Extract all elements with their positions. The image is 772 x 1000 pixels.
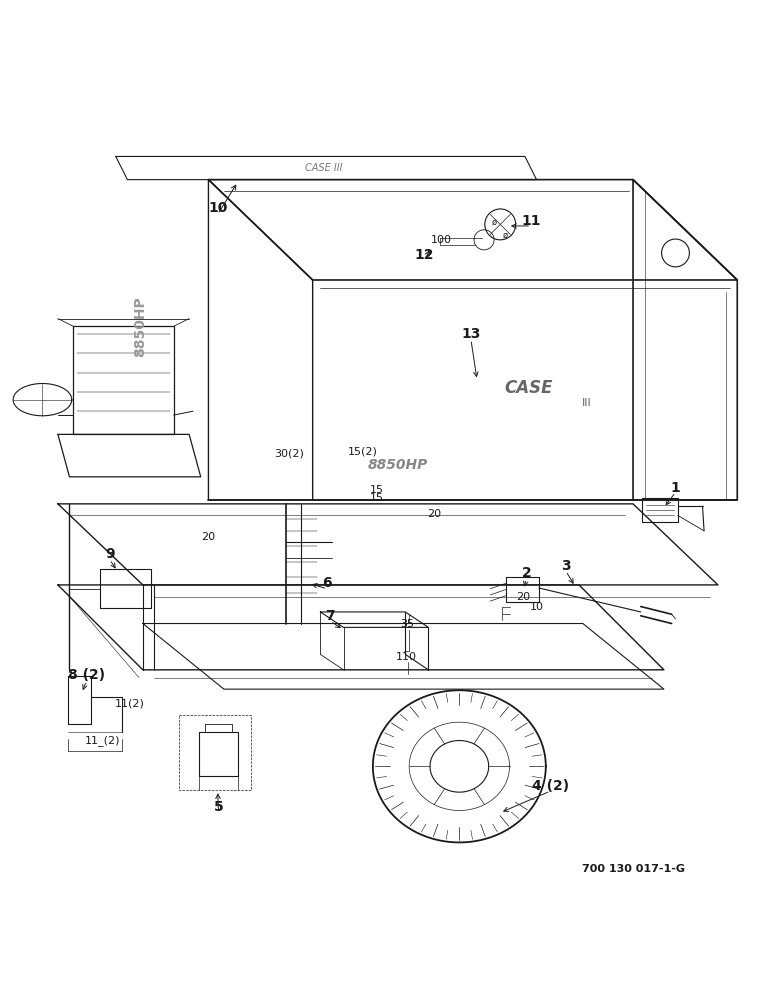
Text: 11(2): 11(2)	[115, 699, 144, 709]
Text: III: III	[582, 398, 591, 408]
Text: 2: 2	[522, 566, 531, 580]
Text: 20: 20	[516, 592, 530, 602]
Text: 1: 1	[671, 481, 680, 495]
Text: 11_(2): 11_(2)	[85, 735, 120, 746]
Text: 4 (2): 4 (2)	[532, 779, 569, 793]
Text: 700 130 017-1-G: 700 130 017-1-G	[581, 864, 685, 874]
Text: 8850HP: 8850HP	[134, 296, 147, 357]
Text: 10: 10	[530, 602, 544, 612]
Text: 35: 35	[401, 619, 415, 629]
Text: 15: 15	[370, 493, 384, 503]
Text: ø: ø	[492, 218, 496, 227]
Text: 110: 110	[395, 652, 417, 662]
Text: 8 (2): 8 (2)	[68, 668, 105, 682]
Text: 3: 3	[561, 559, 571, 573]
Text: 8850HP: 8850HP	[367, 458, 428, 472]
Text: 15(2): 15(2)	[348, 446, 378, 456]
Text: 6: 6	[323, 576, 332, 590]
Text: 10: 10	[208, 201, 228, 215]
Text: CASE: CASE	[505, 379, 553, 397]
Text: ø: ø	[503, 231, 508, 240]
Text: 100: 100	[431, 235, 452, 245]
Text: CASE III: CASE III	[306, 163, 343, 173]
Text: 30(2): 30(2)	[275, 449, 304, 459]
Text: 9: 9	[105, 547, 114, 561]
Text: 7: 7	[326, 609, 335, 623]
Text: 20: 20	[201, 532, 215, 542]
Text: 15: 15	[370, 485, 384, 495]
Text: 13: 13	[461, 327, 481, 341]
Text: 5: 5	[214, 800, 223, 814]
Text: 11: 11	[521, 214, 541, 228]
Text: 12: 12	[415, 248, 435, 262]
Text: 20: 20	[427, 509, 441, 519]
